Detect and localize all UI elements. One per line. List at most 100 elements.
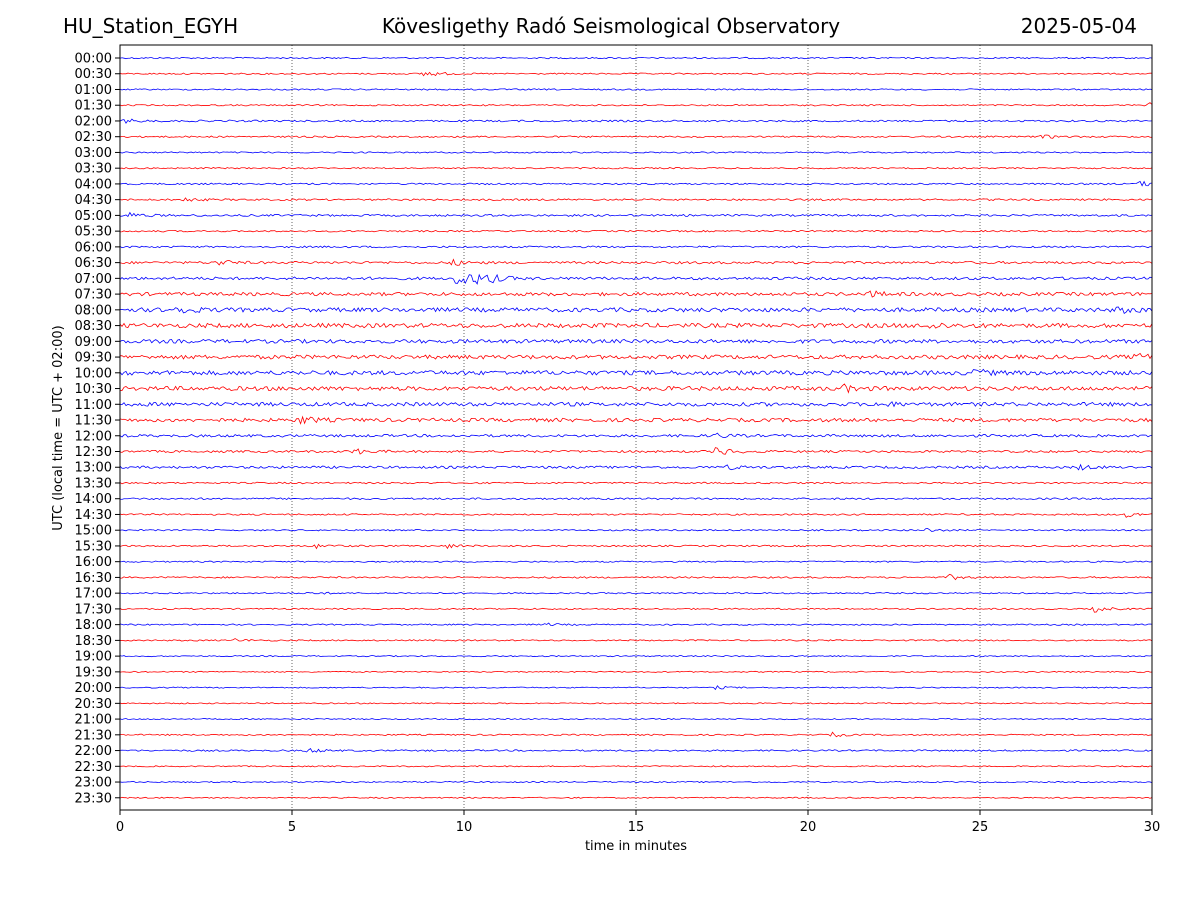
- x-axis-label: time in minutes: [585, 839, 687, 854]
- trace-0800: [119, 306, 1153, 315]
- trace-1800: [119, 622, 1153, 626]
- y-tick-label: 04:00: [75, 177, 112, 192]
- y-tick-label: 03:30: [75, 162, 112, 177]
- y-tick-label: 12:00: [75, 429, 112, 444]
- trace-2330: [119, 796, 1153, 799]
- y-tick-label: 10:30: [75, 382, 112, 397]
- y-tick-label: 13:00: [75, 461, 112, 476]
- x-tick-label: 15: [628, 820, 645, 835]
- y-tick-label: 23:00: [75, 776, 112, 791]
- y-tick-label: 14:30: [75, 508, 112, 523]
- trace-1100: [119, 401, 1153, 408]
- y-tick-label: 11:30: [75, 414, 112, 429]
- y-tick-label: 03:00: [75, 146, 112, 161]
- trace-0000: [119, 56, 1153, 60]
- x-tick-label: 25: [972, 820, 989, 835]
- trace-2300: [119, 780, 1153, 784]
- trace-0400: [119, 180, 1153, 187]
- y-tick-label: 16:00: [75, 555, 112, 570]
- trace-0900: [119, 338, 1153, 344]
- y-tick-label: 08:00: [75, 303, 112, 318]
- trace-1500: [119, 528, 1153, 532]
- trace-0200: [119, 118, 1153, 124]
- y-tick-label: 21:00: [75, 713, 112, 728]
- trace-1300: [119, 463, 1153, 471]
- y-tick-label: 01:00: [75, 83, 112, 98]
- trace-0600: [119, 245, 1153, 249]
- y-tick-label: 22:30: [75, 760, 112, 775]
- x-tick-label: 5: [288, 820, 296, 835]
- trace-0230: [119, 134, 1153, 139]
- y-tick-label: 11:00: [75, 398, 112, 413]
- y-tick-label: 02:00: [75, 114, 112, 129]
- trace-0430: [119, 197, 1153, 202]
- trace-2100: [119, 718, 1153, 721]
- y-tick-label: 07:30: [75, 288, 112, 303]
- trace-1430: [119, 512, 1153, 518]
- y-tick-label: 01:30: [75, 99, 112, 114]
- x-axis: 0 5 10 15 20 25 30: [116, 810, 1160, 835]
- trace-0500: [120, 211, 1153, 218]
- trace-0830: [119, 322, 1153, 329]
- x-tick-label: 20: [800, 820, 817, 835]
- trace-1600: [119, 560, 1153, 563]
- trace-0530: [119, 229, 1153, 233]
- trace-2130: [119, 731, 1153, 738]
- trace-1630: [119, 573, 1153, 581]
- trace-1330: [119, 481, 1153, 485]
- trace-1930: [119, 670, 1153, 673]
- trace-1730: [119, 606, 1153, 613]
- y-tick-label: 00:00: [75, 52, 112, 67]
- y-tick-label: 06:00: [75, 240, 112, 255]
- y-tick-label: 14:00: [75, 492, 112, 507]
- trace-1200: [119, 432, 1153, 439]
- y-tick-label: 09:00: [75, 335, 112, 350]
- y-tick-label: 02:30: [75, 130, 112, 145]
- y-tick-label: 05:30: [75, 225, 112, 240]
- trace-1400: [119, 497, 1153, 501]
- trace-0930: [119, 352, 1153, 360]
- y-axis-label: UTC (local time = UTC + 02:00): [51, 325, 66, 530]
- y-tick-label: 13:30: [75, 476, 112, 491]
- trace-1830: [119, 638, 1153, 642]
- y-tick-label: 19:30: [75, 665, 112, 680]
- trace-0730: [119, 290, 1153, 298]
- trace-0630: [119, 258, 1153, 266]
- trace-1000: [119, 368, 1153, 377]
- chart-title: Kövesligethy Radó Seismological Observat…: [381, 14, 841, 38]
- trace-0700: [119, 273, 1153, 285]
- seismic-traces: [119, 56, 1153, 799]
- trace-1530: [119, 543, 1153, 550]
- y-tick-label: 22:00: [75, 744, 112, 759]
- y-tick-label: 20:00: [75, 681, 112, 696]
- y-tick-label: 17:00: [75, 587, 112, 602]
- y-tick-label: 19:00: [75, 650, 112, 665]
- y-tick-label: 09:30: [75, 351, 112, 366]
- trace-1030: [119, 383, 1153, 394]
- trace-1130: [119, 415, 1153, 425]
- trace-2230: [119, 765, 1153, 768]
- y-tick-label: 20:30: [75, 697, 112, 712]
- y-tick-label: 16:30: [75, 571, 112, 586]
- trace-1900: [119, 655, 1153, 658]
- y-tick-label: 05:00: [75, 209, 112, 224]
- x-tick-label: 10: [456, 820, 473, 835]
- trace-2000: [119, 685, 1153, 691]
- y-tick-label: 15:30: [75, 539, 112, 554]
- x-tick-label: 0: [116, 820, 124, 835]
- y-tick-label: 12:30: [75, 445, 112, 460]
- y-tick-label: 23:30: [75, 791, 112, 806]
- y-tick-label: 15:00: [75, 524, 112, 539]
- y-tick-label: 18:30: [75, 634, 112, 649]
- y-axis: 00:0000:3001:0001:3002:0002:3003:0003:30…: [75, 52, 120, 806]
- trace-0330: [119, 167, 1153, 170]
- y-tick-label: 18:00: [75, 618, 112, 633]
- y-tick-label: 08:30: [75, 319, 112, 334]
- trace-2200: [119, 748, 1153, 753]
- trace-1700: [119, 591, 1153, 595]
- y-tick-label: 07:00: [75, 272, 112, 287]
- y-tick-label: 21:30: [75, 728, 112, 743]
- trace-0130: [119, 102, 1153, 107]
- y-tick-label: 17:30: [75, 602, 112, 617]
